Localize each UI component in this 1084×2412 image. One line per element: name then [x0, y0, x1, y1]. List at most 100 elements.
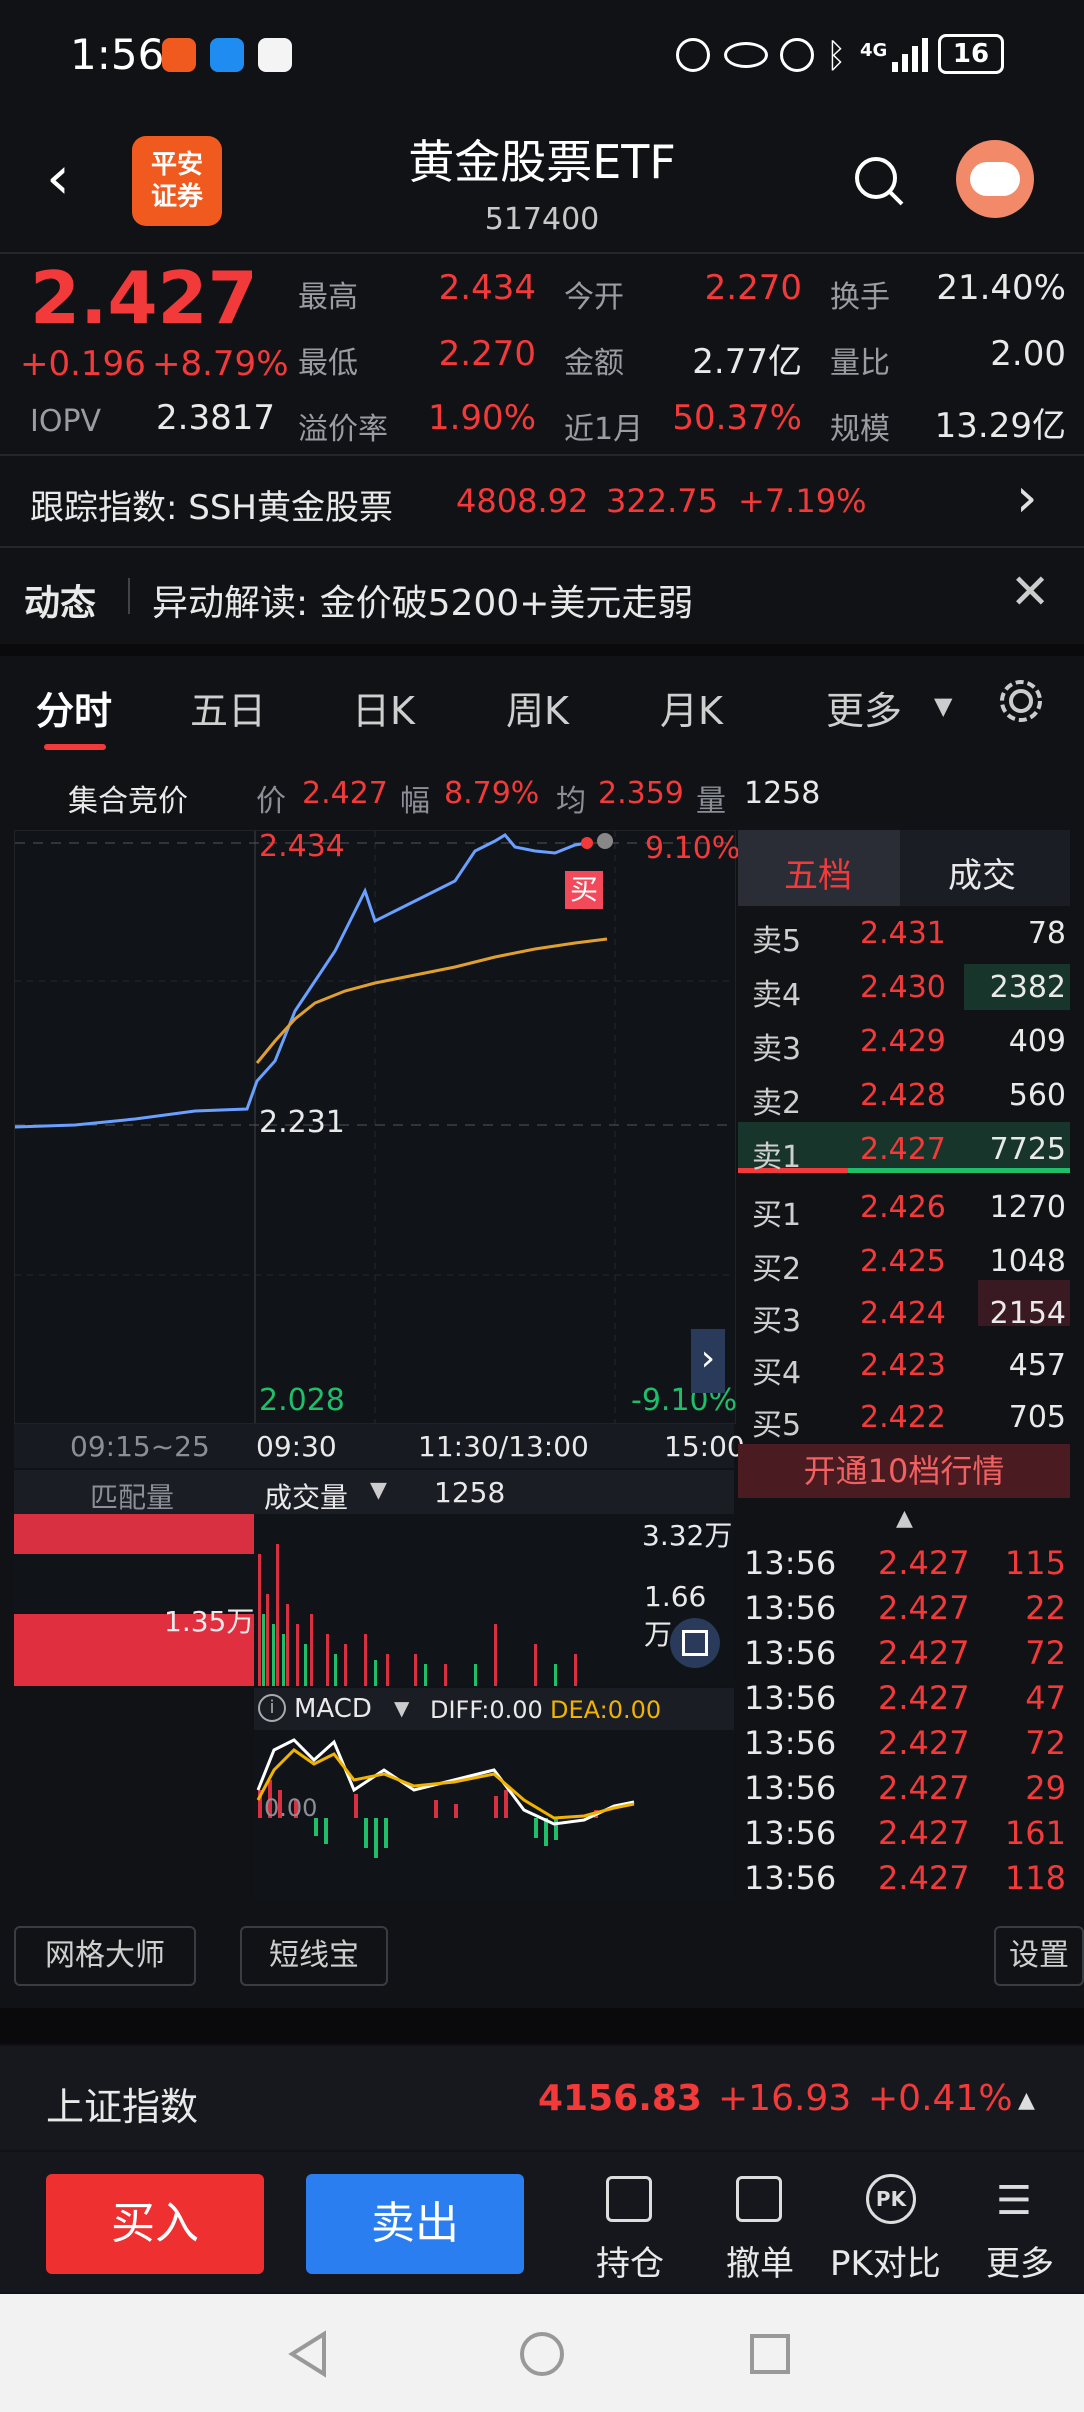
macd-dea: DEA:0.00 — [550, 1696, 662, 1724]
close-icon[interactable]: ✕ — [1010, 564, 1051, 620]
x-label-noon: 11:30/13:00 — [418, 1430, 589, 1463]
fullscreen-icon[interactable] — [670, 1618, 720, 1668]
back-icon[interactable]: ‹ — [46, 143, 70, 213]
index-change: +16.93 — [718, 2078, 852, 2119]
macd-zero-label: 0.00 — [264, 1794, 318, 1822]
upgrade-ten-levels-button[interactable]: 开通10档行情 — [738, 1444, 1070, 1498]
tab-intraday[interactable]: 分时 — [36, 689, 113, 733]
ask-row-5[interactable]: 卖5 2.431 78 — [752, 916, 1066, 959]
x-axis: 09:15~25 09:30 11:30/13:00 15:00 — [14, 1424, 745, 1468]
ask-bar — [848, 1168, 1070, 1173]
tab-weekly-k[interactable]: 周K — [506, 689, 569, 733]
volume-header: 匹配量 成交量 ▼ 1258 — [14, 1470, 734, 1514]
volume-chart: 3.32万 1.66万 1.35万 — [14, 1514, 734, 1686]
more-button[interactable]: ☰ 更多 — [972, 2172, 1072, 2284]
tick-row: 13:56 2.427 47 — [744, 1679, 1066, 1717]
bid-row-1[interactable]: 买1 2.426 1270 — [752, 1190, 1066, 1233]
index-bar[interactable]: 上证指数 4156.83 +16.93 +0.41% ▲ — [0, 2046, 1084, 2150]
settings-button[interactable]: 设置 — [994, 1926, 1084, 1986]
volume-highlight — [978, 1280, 1070, 1326]
holdings-button[interactable]: 持仓 — [580, 2172, 680, 2284]
info-icon[interactable]: i — [258, 1694, 286, 1722]
scale-label: 规模 — [830, 412, 890, 447]
short-term-button[interactable]: 短线宝 — [240, 1926, 388, 1986]
volume-value: 1258 — [434, 1476, 506, 1509]
volume-highlight — [964, 964, 1070, 1010]
order-book — [738, 906, 1070, 1426]
tab-five-levels[interactable]: 五档 — [784, 856, 852, 896]
bid-row-4[interactable]: 买4 2.423 457 — [752, 1348, 1066, 1391]
pk-compare-button[interactable]: PK PK对比 — [826, 2172, 956, 2284]
settings-gear-icon[interactable] — [996, 676, 1046, 726]
nav-home-icon[interactable] — [518, 2330, 566, 2378]
volume-max-label: 3.32万 — [642, 1519, 733, 1552]
tracking-index-row[interactable]: 跟踪指数: SSH黄金股票 4808.92 322.75 +7.19% › — [0, 456, 1084, 546]
tab-trades[interactable]: 成交 — [948, 856, 1016, 896]
bid-row-2[interactable]: 买2 2.425 1048 — [752, 1244, 1066, 1287]
nav-back-icon[interactable] — [286, 2330, 330, 2378]
price-change-pct: +8.79% — [152, 344, 289, 384]
amount-value: 2.77亿 — [692, 342, 802, 382]
volume-dropdown[interactable]: 成交量 — [264, 1481, 349, 1514]
page-title: 黄金股票ETF — [408, 135, 676, 189]
tick-row: 13:56 2.427 72 — [744, 1724, 1066, 1762]
sell-button[interactable]: 卖出 — [306, 2174, 524, 2274]
eye-icon — [724, 42, 768, 68]
vol-label: 量 — [696, 784, 726, 819]
calendar-notification-icon — [258, 38, 292, 72]
news-row[interactable]: 动态 异动解读: 金价破5200+美元走弱 ✕ — [0, 548, 1084, 642]
ask-row-1[interactable]: 卖1 2.427 7725 — [752, 1132, 1066, 1175]
data-saver-icon — [676, 38, 710, 72]
x-label-auction: 09:15~25 — [70, 1430, 210, 1463]
bid-row-3[interactable]: 买3 2.424 2154 — [752, 1296, 1066, 1339]
pk-label: PK对比 — [830, 2244, 941, 2284]
pct-top-label: 9.10% — [645, 831, 741, 866]
month-label: 近1月 — [564, 412, 644, 447]
avatar[interactable] — [956, 140, 1034, 218]
high-value: 2.434 — [438, 268, 536, 308]
cancel-label: 撤单 — [726, 2244, 794, 2284]
macd-label[interactable]: MACD — [294, 1694, 372, 1724]
divider — [0, 454, 1084, 456]
x-label-close: 15:00 — [664, 1430, 745, 1463]
scale-value: 13.29亿 — [934, 406, 1066, 446]
undo-icon — [736, 2176, 782, 2222]
intraday-chart[interactable]: 2.434 9.10% 2.231 2.028 -9.10% 买 › — [14, 829, 740, 1424]
section-gap — [0, 2008, 1084, 2044]
cloud-notification-icon — [210, 38, 244, 72]
ask-row-4[interactable]: 卖4 2.430 2382 — [752, 970, 1066, 1013]
tick-row: 13:56 2.427 118 — [744, 1859, 1066, 1897]
tab-five-day[interactable]: 五日 — [190, 689, 267, 733]
buy-marker[interactable]: 买 — [565, 871, 603, 909]
tab-daily-k[interactable]: 日K — [352, 689, 415, 733]
premium-label: 溢价率 — [298, 412, 388, 447]
grid-master-button[interactable]: 网格大师 — [14, 1926, 196, 1986]
divider — [0, 252, 1084, 254]
system-nav-bar — [0, 2294, 1084, 2412]
volume-mid-label: 1.66万 — [644, 1580, 707, 1651]
premium-value: 1.90% — [427, 398, 536, 438]
section-gap — [0, 644, 1084, 656]
expand-chevron-icon[interactable]: › — [691, 1329, 725, 1393]
bid-row-5[interactable]: 买5 2.422 705 — [752, 1400, 1066, 1443]
avg-label: 均 — [556, 784, 586, 819]
tick-row: 13:56 2.427 22 — [744, 1589, 1066, 1627]
macd-header: i MACD ▼ DIFF:0.00 DEA:0.00 — [254, 1688, 734, 1730]
more-label: 更多 — [986, 2244, 1054, 2284]
ask-row-2[interactable]: 卖2 2.428 560 — [752, 1078, 1066, 1121]
nav-recent-icon[interactable] — [748, 2332, 792, 2376]
ask-row-3[interactable]: 卖3 2.429 409 — [752, 1024, 1066, 1067]
list-icon — [606, 2176, 652, 2222]
open-label: 今开 — [564, 280, 624, 315]
bluetooth-icon: ᛒ — [826, 36, 847, 76]
tab-monthly-k[interactable]: 月K — [660, 689, 723, 733]
menu-icon: ☰ — [996, 2178, 1032, 2224]
vol-value: 1258 — [744, 776, 821, 811]
caret-down-icon: ▼ — [370, 1478, 387, 1503]
search-icon[interactable] — [852, 154, 906, 208]
scroll-up-icon[interactable]: ▲ — [896, 1506, 913, 1531]
cancel-order-button[interactable]: 撤单 — [710, 2172, 810, 2284]
buy-button[interactable]: 买入 — [46, 2174, 264, 2274]
turnover-value: 21.40% — [936, 268, 1066, 308]
tab-more[interactable]: 更多 — [826, 689, 903, 733]
